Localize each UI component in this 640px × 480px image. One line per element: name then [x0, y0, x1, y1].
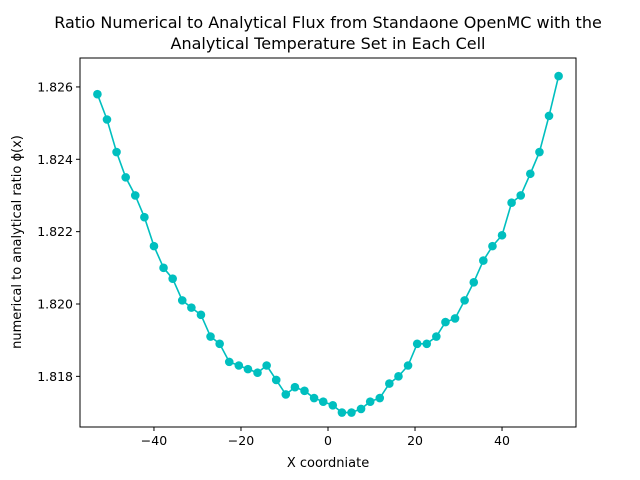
data-point [347, 408, 356, 417]
data-point [535, 147, 544, 157]
data-point [441, 317, 450, 327]
data-point [234, 361, 244, 370]
data-point [488, 241, 497, 251]
data-point [526, 169, 535, 179]
y-tick-label: 1.818 [37, 369, 73, 384]
x-axis: −40 −20 0 20 40 [141, 427, 510, 448]
data-point [403, 361, 413, 370]
data-point [318, 397, 328, 406]
data-point [93, 89, 102, 99]
data-point [497, 230, 507, 240]
data-point [243, 364, 253, 374]
y-tick-label: 1.826 [37, 79, 73, 94]
data-point [375, 393, 385, 403]
data-point [121, 173, 130, 182]
data-point [328, 400, 338, 410]
y-tick-label: 1.822 [37, 224, 73, 239]
chart-title-line-2: Analytical Temperature Set in Each Cell [171, 34, 486, 53]
y-tick-label: 1.820 [37, 297, 73, 312]
data-point [224, 357, 234, 367]
x-axis-label: X coordniate [287, 456, 369, 471]
data-point [309, 393, 319, 403]
data-point [102, 115, 112, 124]
data-point [385, 379, 394, 388]
data-point [479, 256, 488, 265]
data-point [168, 274, 177, 283]
y-tick-label: 1.824 [37, 152, 73, 167]
data-point [187, 303, 196, 312]
data-point [412, 339, 422, 349]
y-axis-label: numerical to analytical ratio ϕ(x) [10, 135, 25, 349]
data-point [262, 361, 271, 370]
x-tick-label: −40 [141, 433, 167, 448]
data-point [206, 332, 215, 341]
data-point [140, 212, 149, 222]
data-point [300, 386, 309, 396]
data-point [460, 296, 469, 305]
data-point [469, 277, 479, 287]
x-tick-label: −20 [228, 433, 254, 448]
x-tick-label: 40 [494, 433, 510, 448]
data-point [159, 263, 168, 273]
data-point [215, 339, 224, 349]
data-point [507, 198, 516, 208]
data-point [554, 71, 563, 81]
data-point [516, 191, 526, 200]
y-axis: 1.818 1.820 1.822 1.824 1.826 [37, 79, 80, 384]
data-point [130, 191, 140, 200]
data-point [394, 372, 403, 381]
chart-title-line-1: Ratio Numerical to Analytical Flux from … [54, 13, 602, 32]
data-point [450, 314, 460, 323]
data-point [149, 241, 159, 251]
data-point [544, 111, 554, 121]
data-point [196, 310, 206, 320]
data-point [281, 390, 291, 399]
data-point [290, 382, 300, 392]
data-point [337, 408, 347, 417]
data-point [365, 397, 375, 406]
plot-area [93, 71, 563, 417]
data-point [177, 296, 187, 305]
data-point [432, 332, 441, 341]
data-point [422, 339, 432, 349]
data-point [271, 375, 281, 385]
x-tick-label: 0 [324, 433, 332, 448]
data-point [112, 147, 121, 157]
data-point [253, 368, 262, 378]
x-tick-label: 20 [407, 433, 423, 448]
data-point [356, 404, 366, 414]
